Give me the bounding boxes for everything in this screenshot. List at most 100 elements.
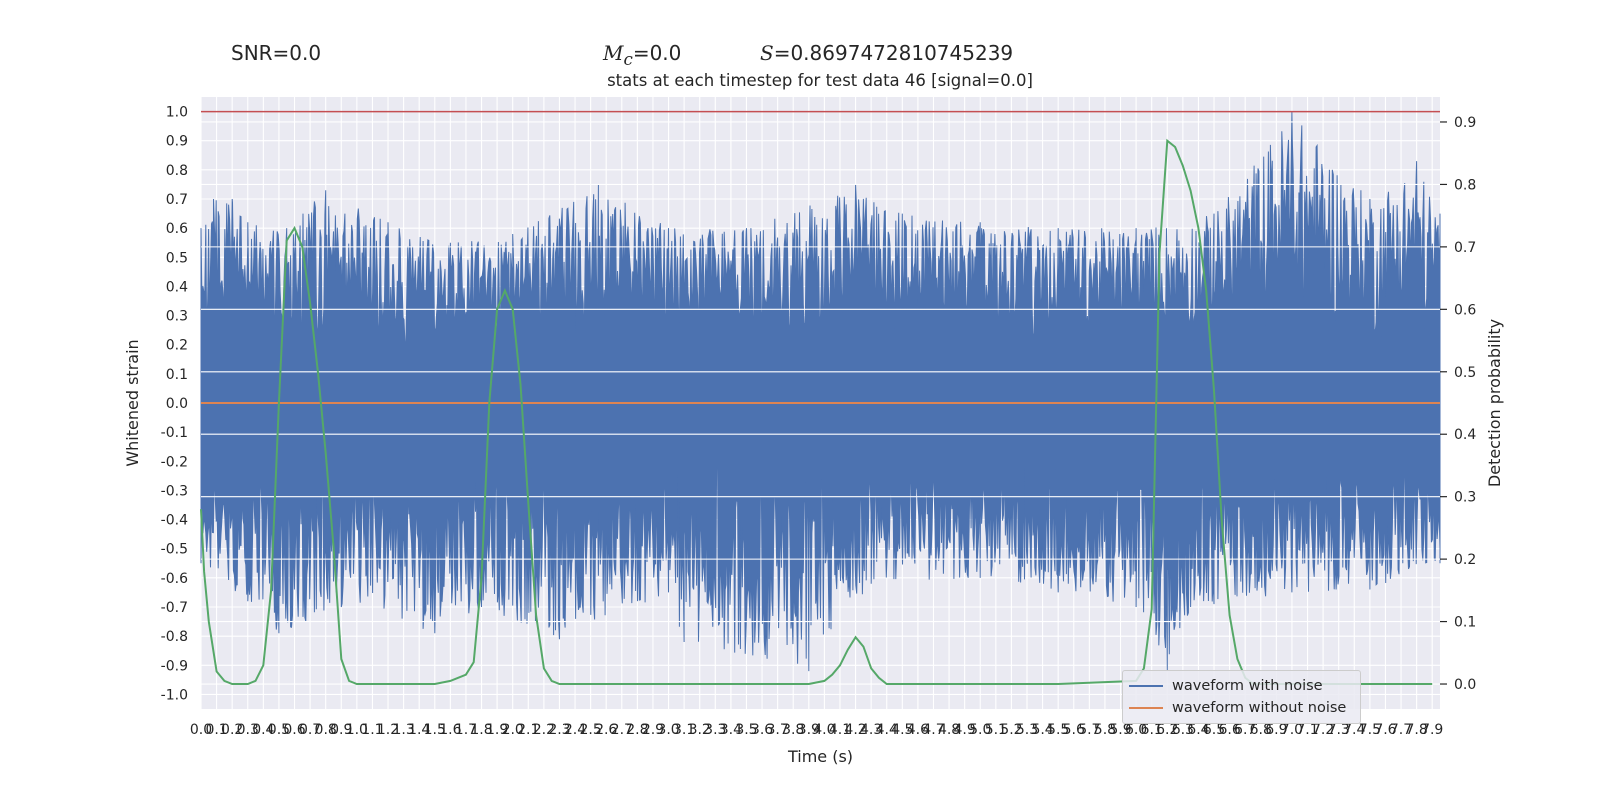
- x-tick-label: 2.0: [502, 722, 524, 738]
- s-statistic-value: =0.8697472810745239: [773, 41, 1014, 65]
- x-tick-label: 6.0: [1125, 722, 1147, 738]
- x-tick-label: 2.8: [626, 722, 648, 738]
- x-tick-label: 0.8: [315, 722, 337, 738]
- x-tick-label: 2.6: [595, 722, 617, 738]
- y2-tick-label: 0.0: [1454, 677, 1476, 693]
- y-tick-label: 0.3: [166, 309, 188, 325]
- snr-label: SNR=0.0: [231, 41, 322, 65]
- y-tick-label: 1.0: [166, 105, 188, 121]
- x-tick-label: 3.3: [704, 722, 726, 738]
- x-tick-label: 7.6: [1374, 722, 1396, 738]
- y-axis-label: Whitened strain: [123, 339, 142, 466]
- s-statistic-label: S=0.8697472810745239: [760, 41, 1013, 65]
- x-tick-label: 1.1: [361, 722, 383, 738]
- x-tick-label: 4.7: [922, 722, 944, 738]
- x-tick-label: 3.9: [798, 722, 820, 738]
- x-tick-label: 0.9: [330, 722, 352, 738]
- y2-tick-label: 0.8: [1454, 177, 1476, 193]
- y2-tick-label: 0.7: [1454, 240, 1476, 256]
- x-tick-label: 2.5: [579, 722, 601, 738]
- y-tick-label: 0.2: [166, 338, 188, 354]
- x-tick-label: 3.4: [720, 722, 742, 738]
- x-tick-label: 0.7: [299, 722, 321, 738]
- y2-tick-label: 0.4: [1454, 427, 1476, 443]
- y-tick-label: 0.5: [166, 250, 188, 266]
- y-tick-label: 0.8: [166, 163, 188, 179]
- chart-title: stats at each timestep for test data 46 …: [607, 71, 1033, 90]
- x-tick-label: 4.2: [844, 722, 866, 738]
- x-tick-label: 5.6: [1063, 722, 1085, 738]
- x-tick-label: 3.7: [767, 722, 789, 738]
- x-tick-label: 7.5: [1359, 722, 1381, 738]
- x-tick-label: 3.0: [657, 722, 679, 738]
- y-tick-label: -0.7: [161, 600, 188, 616]
- x-tick-label: 3.6: [751, 722, 773, 738]
- x-tick-label: 6.4: [1187, 722, 1209, 738]
- x-tick-label: 0.2: [221, 722, 243, 738]
- x-tick-label: 6.8: [1250, 722, 1272, 738]
- y-tick-label: -0.6: [161, 571, 188, 587]
- chirp-mass-value: =0.0: [632, 41, 682, 65]
- x-tick-label: 7.9: [1421, 722, 1443, 738]
- x-tick-label: 0.4: [252, 722, 274, 738]
- y2-axis-label: Detection probability: [1485, 319, 1504, 487]
- s-statistic-symbol: S: [760, 41, 774, 65]
- x-tick-label: 1.8: [470, 722, 492, 738]
- x-tick-label: 0.5: [268, 722, 290, 738]
- x-tick-label: 1.2: [377, 722, 399, 738]
- chirp-mass-subscript: c: [623, 50, 633, 69]
- x-tick-label: 4.6: [907, 722, 929, 738]
- y2-tick-label: 0.2: [1454, 552, 1476, 568]
- x-tick-label: 4.8: [938, 722, 960, 738]
- y-tick-label: -0.2: [161, 454, 188, 470]
- x-tick-label: 4.0: [813, 722, 835, 738]
- x-tick-label: 7.2: [1312, 722, 1334, 738]
- series-detection-probability: [200, 138, 1433, 685]
- x-tick-label: 4.5: [891, 722, 913, 738]
- legend-swatch-clean: [1129, 707, 1163, 709]
- legend-item-noise: waveform with noise: [1129, 676, 1323, 696]
- legend-item-clean: waveform without noise: [1129, 698, 1346, 718]
- x-tick-label: 7.7: [1390, 722, 1412, 738]
- legend: waveform with noise waveform without noi…: [1122, 670, 1361, 724]
- y-tick-label: -0.9: [161, 658, 188, 674]
- x-tick-label: 1.4: [408, 722, 430, 738]
- x-tick-label: 4.3: [860, 722, 882, 738]
- x-tick-label: 5.0: [969, 722, 991, 738]
- y2-tick-label: 0.3: [1454, 490, 1476, 506]
- chirp-mass-symbol: M: [603, 41, 624, 65]
- x-axis-label: Time (s): [787, 747, 853, 766]
- y-tick-label: -0.3: [161, 483, 188, 499]
- x-tick-label: 6.6: [1218, 722, 1240, 738]
- y-tick-label: 0.9: [166, 134, 188, 150]
- x-tick-label: 7.3: [1328, 722, 1350, 738]
- x-tick-label: 0.1: [205, 722, 227, 738]
- y2-tick-label: 0.6: [1454, 302, 1476, 318]
- x-tick-label: 2.7: [611, 722, 633, 738]
- x-tick-label: 1.3: [392, 722, 414, 738]
- y-tick-label: -0.5: [161, 542, 188, 558]
- series-waveform-with-noise: [200, 111, 1441, 672]
- x-tick-label: 5.3: [1016, 722, 1038, 738]
- x-tick-label: 3.2: [689, 722, 711, 738]
- x-tick-label: 7.8: [1405, 722, 1427, 738]
- x-tick-label: 6.7: [1234, 722, 1256, 738]
- y-tick-label: 0.4: [166, 279, 188, 295]
- x-tick-label: 7.4: [1343, 722, 1365, 738]
- x-tick-label: 3.1: [673, 722, 695, 738]
- y-tick-label: 0.0: [166, 396, 188, 412]
- x-tick-label: 5.8: [1094, 722, 1116, 738]
- x-tick-label: 7.0: [1281, 722, 1303, 738]
- x-tick-label: 5.7: [1078, 722, 1100, 738]
- x-tick-label: 0.0: [190, 722, 212, 738]
- y-tick-label: -0.1: [161, 425, 188, 441]
- x-tick-label: 2.9: [642, 722, 664, 738]
- x-tick-label: 1.0: [346, 722, 368, 738]
- x-tick-label: 6.1: [1141, 722, 1163, 738]
- y2-tick-label: 0.5: [1454, 365, 1476, 381]
- chirp-mass-label: Mc=0.0: [603, 41, 681, 69]
- x-tick-label: 6.5: [1203, 722, 1225, 738]
- x-tick-label: 4.9: [954, 722, 976, 738]
- y2-tick-label: 0.9: [1454, 115, 1476, 131]
